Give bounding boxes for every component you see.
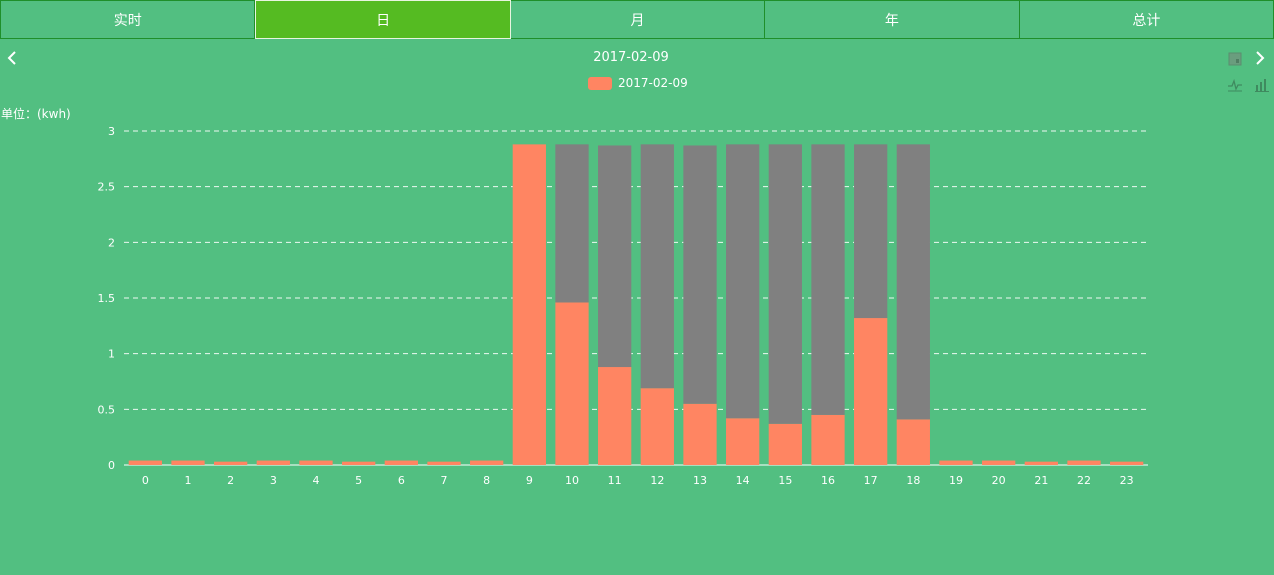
x-tick-label: 22 xyxy=(1077,474,1091,487)
bar-stack-remainder xyxy=(683,145,717,404)
x-tick-label: 6 xyxy=(398,474,405,487)
y-tick-label: 2 xyxy=(108,236,115,249)
y-tick-label: 0 xyxy=(108,459,115,472)
x-tick-label: 8 xyxy=(483,474,490,487)
y-tick-label: 0.5 xyxy=(98,403,116,416)
bar xyxy=(1024,461,1058,465)
x-tick-label: 3 xyxy=(270,474,277,487)
tab-month[interactable]: 月 xyxy=(510,0,766,39)
x-tick-label: 18 xyxy=(906,474,920,487)
bar xyxy=(384,460,418,465)
x-tick-label: 17 xyxy=(864,474,878,487)
x-tick-label: 13 xyxy=(693,474,707,487)
bar xyxy=(512,144,546,466)
x-tick-label: 9 xyxy=(526,474,533,487)
bar xyxy=(768,423,802,465)
x-tick-label: 16 xyxy=(821,474,835,487)
bar xyxy=(854,318,888,465)
date-title: 2017-02-09 xyxy=(593,50,669,65)
bar-stack-remainder xyxy=(854,144,888,319)
x-tick-label: 7 xyxy=(441,474,448,487)
x-tick-label: 14 xyxy=(736,474,750,487)
bar xyxy=(982,460,1016,465)
bar-stack-remainder xyxy=(768,144,802,424)
bar xyxy=(640,388,674,465)
chevron-left-icon[interactable] xyxy=(2,48,22,68)
bar-stack-remainder xyxy=(640,144,674,389)
bar-stack-remainder xyxy=(811,144,845,415)
bar xyxy=(555,302,589,465)
bar xyxy=(1067,460,1101,465)
chevron-right-icon[interactable] xyxy=(1250,48,1270,68)
bar xyxy=(299,460,333,465)
x-tick-label: 20 xyxy=(992,474,1006,487)
bar xyxy=(896,419,930,465)
tab-year[interactable]: 年 xyxy=(765,0,1020,39)
x-tick-label: 4 xyxy=(313,474,320,487)
bar xyxy=(214,461,248,465)
bar-stack-remainder xyxy=(555,144,589,303)
bar-stack-remainder xyxy=(598,145,632,368)
y-tick-label: 1 xyxy=(108,348,115,361)
x-tick-label: 0 xyxy=(142,474,149,487)
bar xyxy=(1110,461,1144,465)
bar xyxy=(427,461,461,465)
bar xyxy=(470,460,504,465)
bar xyxy=(256,460,290,465)
line-chart-icon[interactable] xyxy=(1227,77,1243,93)
bar-stack-remainder xyxy=(726,144,760,419)
x-tick-label: 10 xyxy=(565,474,579,487)
x-tick-label: 15 xyxy=(778,474,792,487)
bar xyxy=(598,367,632,465)
tab-day[interactable]: 日 xyxy=(255,0,511,39)
x-tick-label: 5 xyxy=(355,474,362,487)
bar xyxy=(683,403,717,465)
x-tick-label: 12 xyxy=(650,474,664,487)
x-tick-label: 1 xyxy=(185,474,192,487)
x-tick-label: 23 xyxy=(1120,474,1134,487)
y-tick-label: 3 xyxy=(108,125,115,138)
y-tick-label: 2.5 xyxy=(98,181,116,194)
x-tick-label: 2 xyxy=(227,474,234,487)
bar xyxy=(171,460,205,465)
x-tick-label: 21 xyxy=(1034,474,1048,487)
bar-stack-remainder xyxy=(896,144,930,420)
save-image-icon[interactable] xyxy=(1227,51,1243,67)
period-tabs: 实时 日 月 年 总计 xyxy=(0,0,1274,39)
unit-label: 单位：(kwh) xyxy=(1,107,71,121)
bar xyxy=(811,414,845,465)
x-tick-label: 19 xyxy=(949,474,963,487)
legend-label: 2017-02-09 xyxy=(618,76,688,90)
legend-item[interactable]: 2017-02-09 xyxy=(588,76,688,90)
x-tick-label: 11 xyxy=(608,474,622,487)
tab-realtime[interactable]: 实时 xyxy=(0,0,256,39)
bar xyxy=(726,418,760,465)
legend-swatch xyxy=(588,76,612,90)
bar xyxy=(342,461,376,465)
bar xyxy=(128,460,162,465)
y-tick-label: 1.5 xyxy=(98,292,116,305)
bar xyxy=(939,460,973,465)
bar-chart-icon[interactable] xyxy=(1254,77,1270,93)
